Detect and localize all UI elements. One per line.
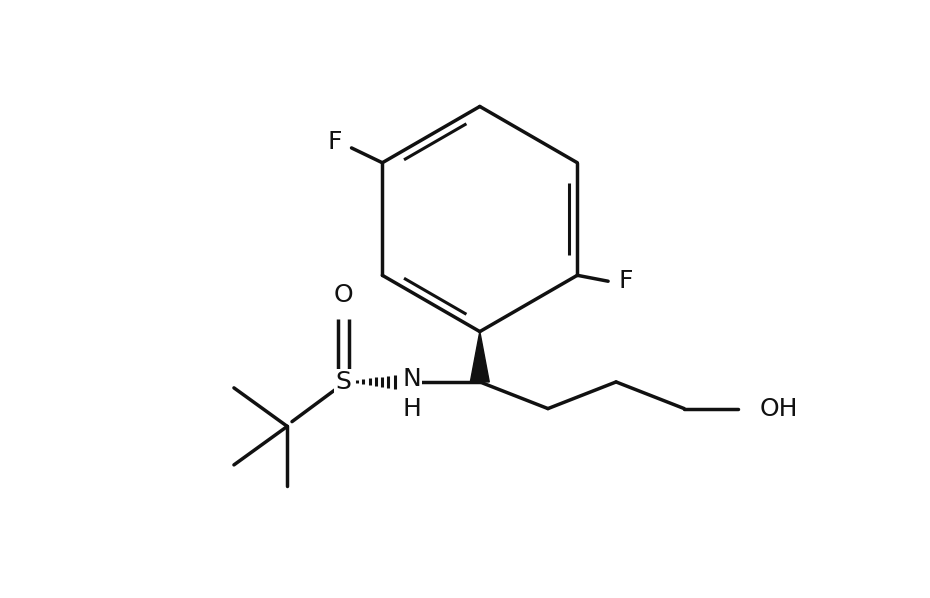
- Text: O: O: [334, 283, 353, 307]
- Text: H: H: [403, 396, 421, 420]
- Text: OH: OH: [760, 396, 799, 420]
- Text: F: F: [327, 130, 342, 154]
- Text: S: S: [336, 370, 352, 394]
- Text: F: F: [618, 269, 633, 293]
- Text: N: N: [403, 367, 421, 391]
- Polygon shape: [471, 331, 489, 382]
